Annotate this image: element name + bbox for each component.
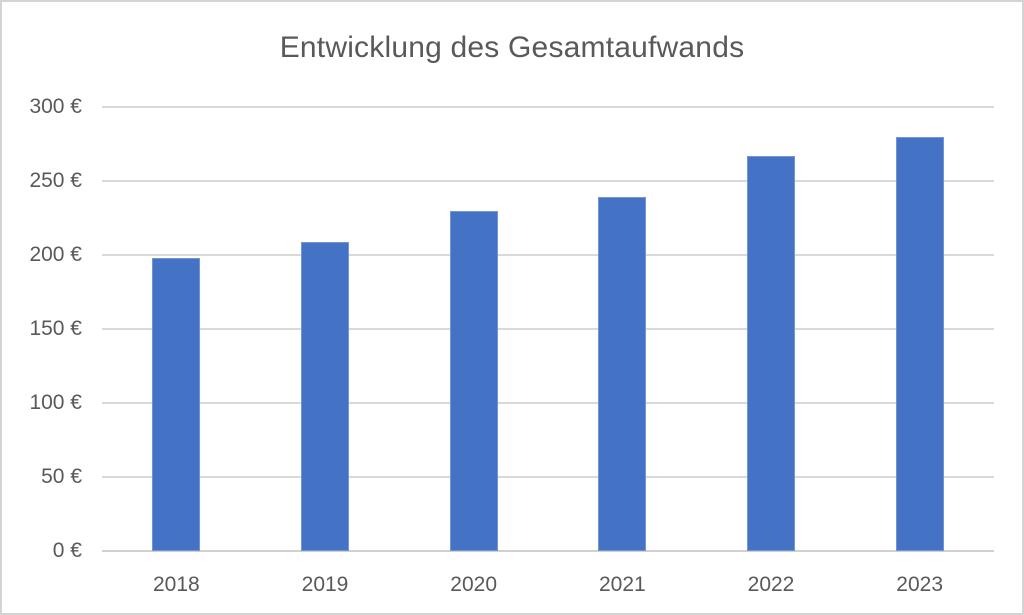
x-tick-label-2020: 2020 [450,573,498,596]
x-tick-label-2019: 2019 [301,573,349,596]
x-tick-label-2021: 2021 [598,573,646,596]
bar-2021 [598,197,647,551]
x-tick-label-2018: 2018 [152,573,200,596]
y-tick-label-150: 150 € [29,317,82,340]
y-tick-label-200: 200 € [29,243,82,266]
bar-2020 [449,210,498,551]
gridline-150 [102,328,994,330]
x-tick-label-2022: 2022 [747,573,795,596]
x-tick-label-2023: 2023 [896,573,944,596]
y-tick-label-250: 250 € [29,169,82,192]
gridline-250 [102,180,994,182]
gridline-0 [102,550,994,552]
y-tick-label-0: 0 € [52,539,82,562]
gridline-50 [102,476,994,478]
bar-2019 [301,241,349,551]
y-tick-label-300: 300 € [29,95,82,118]
y-tick-label-100: 100 € [29,391,82,414]
chart-title: Entwicklung des Gesamtaufwands [279,31,745,64]
bar-2022 [747,155,795,551]
bar-2018 [152,257,201,551]
gridline-300 [102,106,994,108]
gridline-200 [102,254,994,256]
y-tick-label-50: 50 € [41,465,82,488]
bar-2023 [895,136,944,551]
gridline-100 [102,402,994,404]
